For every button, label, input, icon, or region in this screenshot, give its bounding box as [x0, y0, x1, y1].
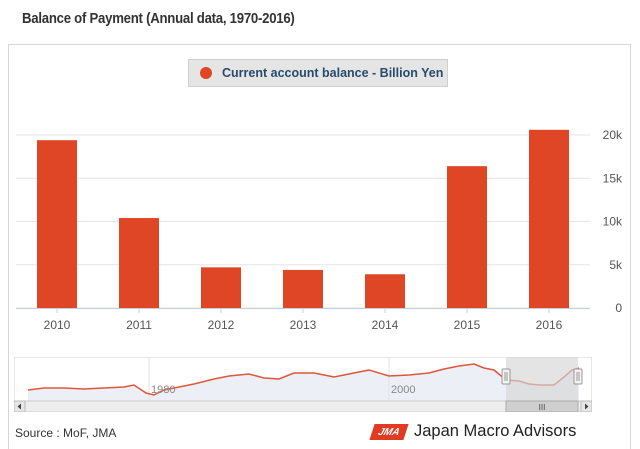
- y-tick-label: 0: [615, 301, 622, 315]
- x-tick-label: 2010: [44, 318, 71, 332]
- chart-legend[interactable]: Current account balance - Billion Yen: [188, 59, 448, 87]
- x-tick-label: 2014: [372, 318, 399, 332]
- bar-2014[interactable]: [365, 274, 405, 308]
- scroll-left-button[interactable]: [14, 400, 26, 412]
- y-axis-ticks: 0 5k 10k 15k 20k: [603, 128, 623, 315]
- y-tick-label: 10k: [603, 215, 623, 229]
- x-tick-label: 2013: [290, 318, 317, 332]
- navigator-handle-right[interactable]: [573, 368, 583, 385]
- x-tick-label: 2012: [208, 318, 235, 332]
- navigator-tick-label: 2000: [391, 384, 415, 396]
- source-note: Source : MoF, JMA: [15, 426, 117, 440]
- legend-series-label: Current account balance - Billion Yen: [222, 66, 444, 80]
- bar-2016[interactable]: [529, 129, 569, 308]
- bar-2013[interactable]: [283, 269, 323, 308]
- x-axis-ticks: 2010 2011 2012 2013 2014 2015 2016: [44, 308, 563, 332]
- scroll-grip-icon: III: [539, 403, 546, 412]
- brand-logo-text: JMA: [376, 426, 402, 437]
- page-title: Balance of Payment (Annual data, 1970-20…: [22, 10, 295, 27]
- x-tick-label: 2016: [536, 318, 563, 332]
- navigator-scrollbar-track[interactable]: [14, 400, 592, 412]
- arrow-left-icon: [17, 403, 21, 410]
- brand-name: Japan Macro Advisors: [414, 422, 577, 440]
- bars: [37, 129, 569, 308]
- bar-2015[interactable]: [447, 166, 487, 308]
- brand-logo: JMA: [369, 423, 409, 440]
- navigator-handle-left[interactable]: [501, 368, 511, 385]
- scroll-right-button[interactable]: [580, 400, 592, 412]
- y-tick-label: 20k: [603, 128, 623, 142]
- navigator-selected-range[interactable]: [506, 357, 578, 401]
- x-tick-label: 2015: [454, 318, 481, 332]
- navigator-tick-label: 1980: [151, 384, 175, 396]
- y-tick-label: 5k: [609, 258, 623, 272]
- x-tick-label: 2011: [126, 318, 152, 332]
- navigator-area: [28, 364, 579, 401]
- bar-2012[interactable]: [201, 267, 241, 308]
- range-navigator[interactable]: 1980 2000 III: [14, 357, 592, 412]
- y-tick-label: 15k: [603, 171, 623, 185]
- bar-2011[interactable]: [119, 218, 159, 308]
- legend-series-dot: [200, 67, 212, 79]
- arrow-right-icon: [585, 403, 589, 410]
- navigator-scrollbar-thumb[interactable]: [505, 400, 579, 412]
- brand[interactable]: JMA Japan Macro Advisors: [369, 422, 577, 441]
- bar-2010[interactable]: [37, 140, 77, 308]
